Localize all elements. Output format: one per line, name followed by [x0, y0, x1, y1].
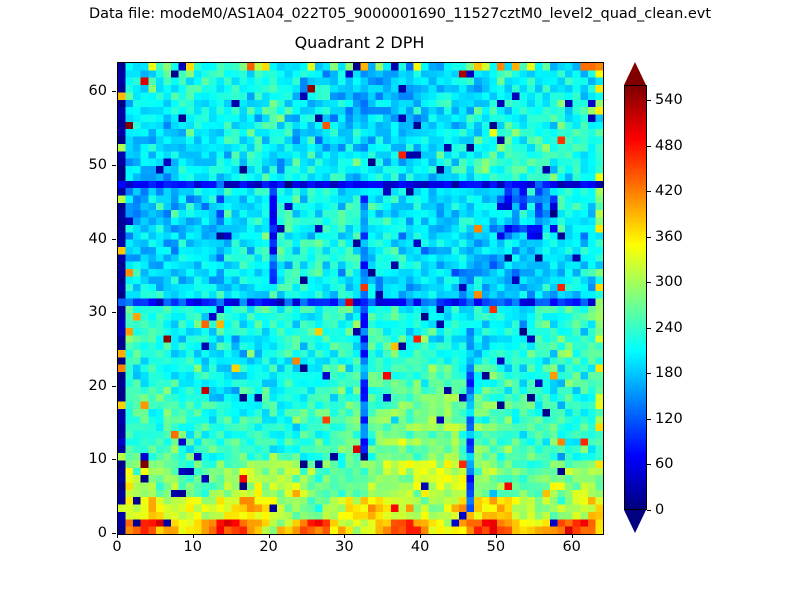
- x-tick-mark: [192, 534, 194, 538]
- y-tick-mark: [112, 91, 116, 93]
- colorbar-tick-label: 180: [655, 365, 683, 382]
- x-tick-label: 0: [112, 539, 122, 555]
- heatmap-axes[interactable]: [117, 62, 604, 535]
- colorbar-tick-label: 240: [655, 319, 683, 336]
- y-tick-mark: [112, 312, 116, 314]
- y-tick-label: 60: [88, 83, 107, 100]
- x-tick-label: 40: [410, 539, 430, 555]
- x-tick-mark: [420, 534, 422, 538]
- y-tick-label: 0: [97, 525, 107, 541]
- colorbar-tick-mark: [647, 282, 651, 284]
- y-tick-label: 20: [88, 377, 107, 394]
- colorbar-gradient[interactable]: [624, 85, 647, 510]
- y-tick-mark: [112, 385, 116, 387]
- y-tick-mark: [112, 459, 116, 461]
- colorbar-tick-label: 360: [655, 228, 683, 245]
- x-tick-label: 10: [183, 539, 203, 555]
- x-tick-mark: [495, 534, 497, 538]
- colorbar-tick-label: 300: [655, 274, 683, 291]
- colorbar-tick-label: 120: [655, 410, 683, 427]
- y-tick-mark: [112, 238, 116, 240]
- colorbar-tick-mark: [647, 327, 651, 329]
- x-tick-mark: [344, 534, 346, 538]
- y-tick-mark: [112, 533, 116, 534]
- x-tick-mark: [268, 534, 270, 538]
- x-tick-label: 50: [486, 539, 506, 555]
- y-tick-label: 30: [88, 304, 107, 321]
- y-tick-label: 50: [88, 157, 107, 174]
- x-tick-label: 60: [562, 539, 581, 555]
- colorbar-tick-label: 0: [655, 502, 665, 518]
- x-tick-label: 20: [259, 539, 278, 555]
- y-tick-mark: [112, 165, 116, 167]
- colorbar-over-arrow-icon: [624, 62, 646, 85]
- axes-title: Quadrant 2 DPH: [294, 33, 425, 52]
- colorbar-tick-mark: [647, 373, 651, 375]
- colorbar-tick-mark: [647, 191, 651, 193]
- figure-suptitle: Data file: modeM0/AS1A04_022T05_90000016…: [88, 6, 712, 22]
- colorbar-tick-mark: [647, 510, 651, 511]
- colorbar-under-arrow-icon: [624, 510, 646, 533]
- colorbar-tick-mark: [647, 145, 651, 147]
- y-tick-label: 40: [88, 230, 107, 247]
- colorbar-tick-label: 480: [655, 137, 683, 154]
- heatmap-image[interactable]: [118, 63, 603, 534]
- x-tick-mark: [117, 534, 118, 538]
- x-tick-label: 30: [335, 539, 354, 555]
- colorbar-tick-label: 540: [655, 92, 683, 109]
- colorbar-tick-mark: [647, 236, 651, 238]
- colorbar[interactable]: [624, 62, 647, 533]
- colorbar-tick-mark: [647, 418, 651, 420]
- x-tick-mark: [571, 534, 573, 538]
- colorbar-tick-mark: [647, 464, 651, 466]
- colorbar-tick-mark: [647, 100, 651, 102]
- colorbar-tick-label: 420: [655, 183, 683, 200]
- y-tick-label: 10: [88, 451, 107, 468]
- colorbar-gradient-image: [625, 86, 646, 509]
- colorbar-tick-label: 60: [655, 456, 674, 473]
